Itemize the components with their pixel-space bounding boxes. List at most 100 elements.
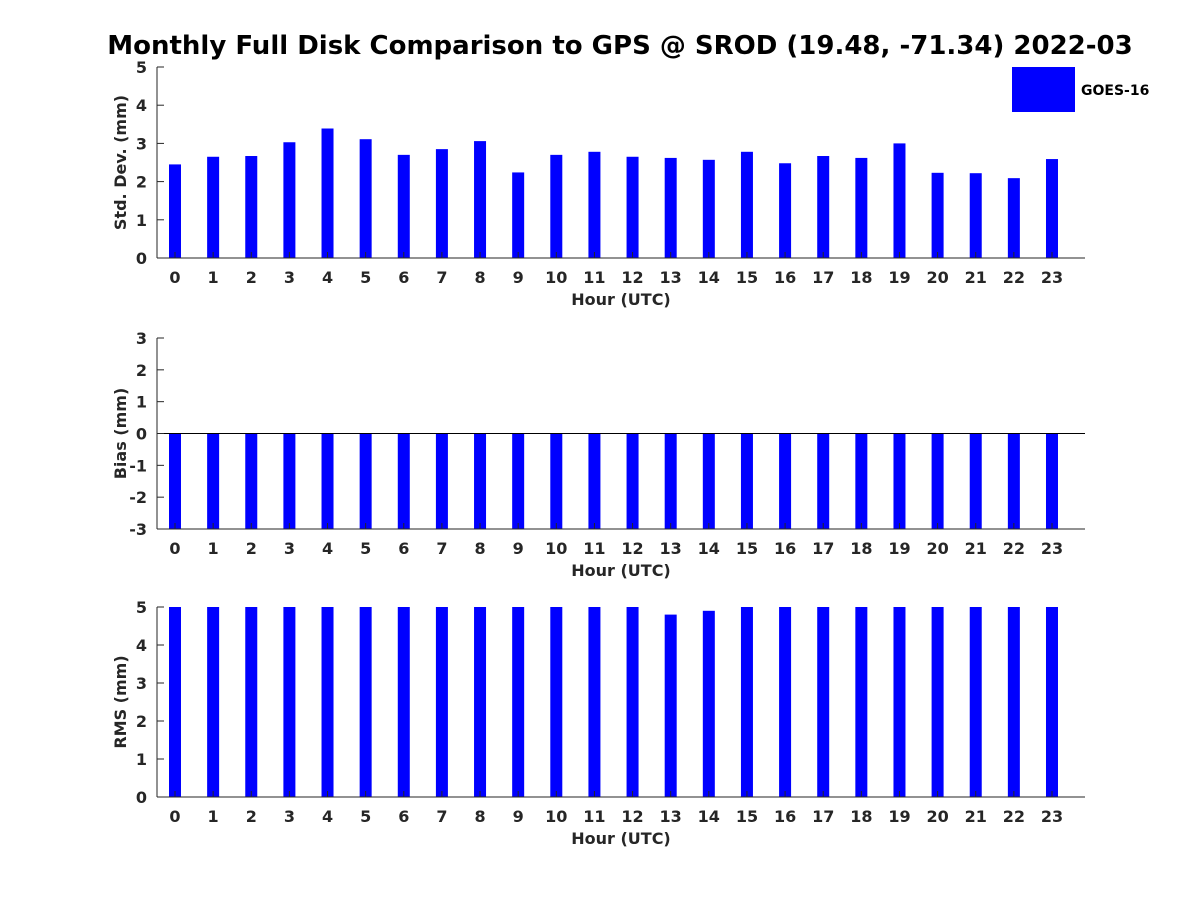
std-bar-10 [550,154,563,258]
std-xtick-label: 1 [208,268,219,287]
bias-xtick-label: 4 [322,539,333,558]
std-xtick-label: 9 [513,268,524,287]
std-xtick-label: 15 [736,268,758,287]
rms-bar-13 [664,614,677,797]
std-bar-0 [169,164,181,258]
bias-bar-1 [207,433,220,529]
std-xtick-label: 0 [169,268,180,287]
rms-bar-18 [855,607,868,797]
rms-xtick-label: 21 [965,807,987,826]
std-ytick-label: 1 [136,211,147,230]
bias-bar-6 [397,433,410,529]
bias-xtick-label: 21 [965,539,987,558]
bias-bar-20 [931,433,944,529]
rms-xtick-label: 18 [850,807,872,826]
std-bar-8 [474,141,487,258]
bias-bar-21 [969,433,982,529]
std-bar-4 [321,128,334,258]
rms-bar-9 [512,607,525,797]
std-bar-2 [245,156,258,258]
bias-xtick-label: 11 [583,539,605,558]
rms-xtick-label: 7 [436,807,447,826]
std-bar-11 [588,151,601,258]
legend-swatch [1012,67,1075,112]
bias-bar-9 [512,433,525,529]
bias-bar-12 [626,433,639,529]
bias-xtick-label: 10 [545,539,567,558]
bias-xtick-label: 6 [398,539,409,558]
rms-bar-5 [359,607,372,797]
rms-ytick-label: 5 [136,598,147,617]
rms-bar-2 [245,607,258,797]
rms-xtick-label: 20 [926,807,948,826]
bias-xtick-label: 14 [698,539,720,558]
std-bar-16 [779,163,792,258]
bias-xtick-label: 13 [660,539,682,558]
bias-ytick-label: -2 [129,488,147,507]
legend: GOES-16 [1012,67,1149,112]
rms-xtick-label: 8 [474,807,485,826]
rms-xtick-label: 6 [398,807,409,826]
rms-bar-20 [931,607,944,797]
rms-bar-0 [169,607,181,797]
rms-bar-6 [397,607,410,797]
std-bar-7 [435,149,448,258]
std-bar-13 [664,157,677,258]
rms-xtick-label: 0 [169,807,180,826]
bias-bar-22 [1007,433,1020,529]
std-xtick-label: 10 [545,268,567,287]
std-ytick-label: 3 [136,134,147,153]
bias-bar-14 [702,433,715,529]
rms-xtick-label: 1 [208,807,219,826]
std-bar-21 [969,173,982,258]
std-xtick-label: 21 [965,268,987,287]
rms-bar-21 [969,607,982,797]
rms-xtick-label: 3 [284,807,295,826]
rms-bar-3 [283,607,296,797]
std-xtick-label: 22 [1003,268,1025,287]
rms-xtick-label: 4 [322,807,333,826]
std-bar-19 [893,143,906,258]
rms-bar-12 [626,607,639,797]
rms-bar-8 [474,607,487,797]
bias-xtick-label: 1 [208,539,219,558]
bias-xtick-label: 17 [812,539,834,558]
bias-bar-19 [893,433,906,529]
bias-bar-8 [474,433,487,529]
rms-bar-14 [702,610,715,797]
bias-ytick-label: 0 [136,425,147,444]
std-ytick-label: 5 [136,58,147,77]
bias-bar-17 [817,433,830,529]
std-xtick-label: 23 [1041,268,1063,287]
std-bar-3 [283,142,296,258]
rms-xtick-label: 9 [513,807,524,826]
std-xtick-label: 13 [660,268,682,287]
rms-ytick-label: 1 [136,750,147,769]
rms-x-axis-label: Hour (UTC) [571,829,671,848]
bias-bar-15 [740,433,753,529]
bias-bar-5 [359,433,372,529]
std-bar-14 [702,159,715,258]
bias-bar-13 [664,433,677,529]
std-xtick-label: 7 [436,268,447,287]
std-ytick-label: 4 [136,96,147,115]
bias-xtick-label: 9 [513,539,524,558]
rms-bar-23 [1045,607,1058,797]
bias-xtick-label: 7 [436,539,447,558]
rms-xtick-label: 12 [621,807,643,826]
rms-bar-17 [817,607,830,797]
std-xtick-label: 11 [583,268,605,287]
std-xtick-label: 8 [474,268,485,287]
std-bar-12 [626,156,639,258]
bias-xtick-label: 23 [1041,539,1063,558]
std-xtick-label: 14 [698,268,720,287]
bias-xtick-label: 3 [284,539,295,558]
bias-ytick-label: 2 [136,361,147,380]
rms-xtick-label: 10 [545,807,567,826]
bias-bar-0 [169,433,181,529]
chart-title: Monthly Full Disk Comparison to GPS @ SR… [107,31,1133,61]
bias-bar-2 [245,433,258,529]
rms-xtick-label: 16 [774,807,796,826]
bias-xtick-label: 18 [850,539,872,558]
